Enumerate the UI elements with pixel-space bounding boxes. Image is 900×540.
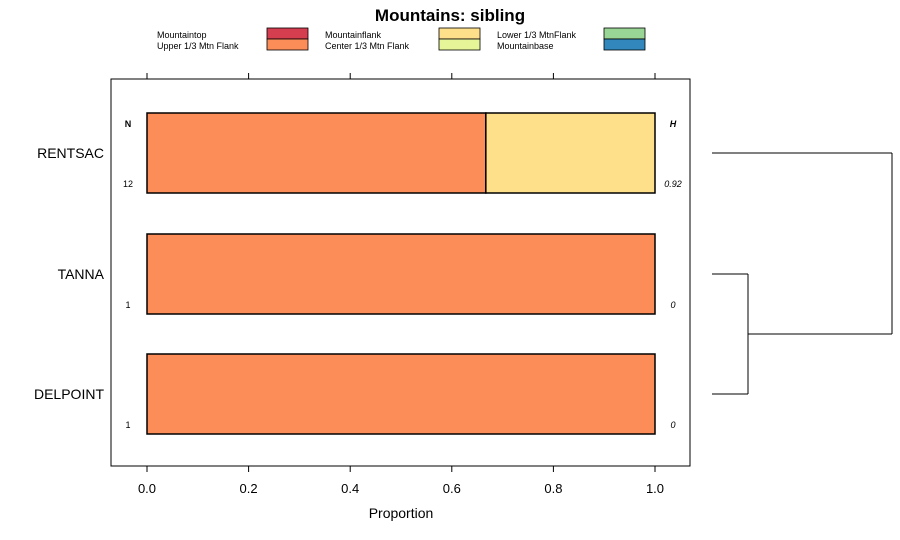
x-tick-label: 1.0 (646, 481, 664, 496)
bar-segment (146, 112, 487, 194)
x-tick-label: 0.8 (544, 481, 562, 496)
n-value: 1 (125, 300, 130, 310)
row-annotations: N H 12 0.92 1 0 1 0 (123, 119, 682, 430)
bar-segment (146, 233, 656, 315)
x-tick-label: 0.6 (443, 481, 461, 496)
x-tick-label: 0.4 (341, 481, 359, 496)
h-value: 0 (670, 420, 675, 430)
legend-swatch (266, 27, 309, 40)
y-category-label: DELPOINT (34, 386, 104, 402)
legend-label: Center 1/3 Mtn Flank (325, 41, 410, 51)
h-value: 0.92 (664, 179, 682, 189)
bar-segment (485, 112, 656, 194)
chart-title: Mountains: sibling (375, 6, 525, 25)
n-header: N (125, 119, 132, 129)
legend-swatch (438, 27, 481, 40)
y-category-label: TANNA (58, 266, 105, 282)
legend-label: Mountainbase (497, 41, 554, 51)
bars (146, 112, 656, 435)
legend-label: Lower 1/3 MtnFlank (497, 30, 577, 40)
legend-label: Mountaintop (157, 30, 207, 40)
legend-swatch (438, 38, 481, 51)
bar-segment (146, 353, 656, 435)
h-header: H (670, 119, 677, 129)
dendrogram (712, 152, 893, 395)
x-axis-label: Proportion (369, 505, 434, 521)
legend-label: Upper 1/3 Mtn Flank (157, 41, 239, 51)
y-category-label: RENTSAC (37, 145, 104, 161)
legend-label: Mountainflank (325, 30, 382, 40)
legend-swatch (603, 27, 646, 40)
y-axis-labels: RENTSAC TANNA DELPOINT (34, 145, 105, 402)
legend: Mountaintop Mountainflank Lower 1/3 MtnFla… (157, 27, 646, 51)
x-axis: 0.0 0.2 0.4 0.6 0.8 1.0 (138, 73, 664, 496)
plot-frame (110, 78, 691, 467)
h-value: 0 (670, 300, 675, 310)
x-tick-label: 0.0 (138, 481, 156, 496)
n-value: 12 (123, 179, 133, 189)
n-value: 1 (125, 420, 130, 430)
legend-swatch (603, 38, 646, 51)
legend-swatch (266, 38, 309, 51)
x-tick-label: 0.2 (240, 481, 258, 496)
